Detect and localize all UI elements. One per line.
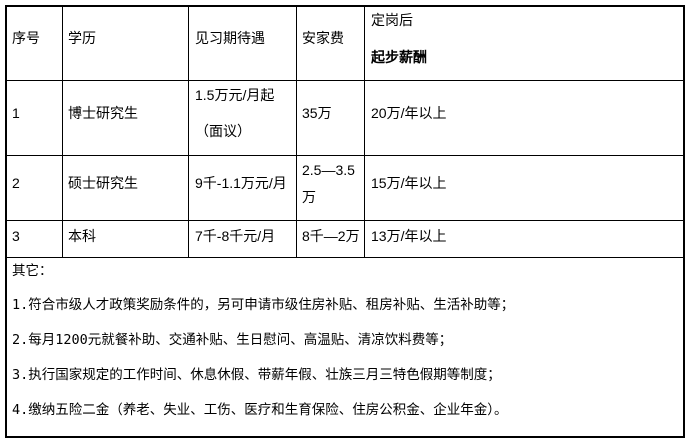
header-settlement: 安家费 [302, 30, 344, 46]
header-degree: 学历 [68, 30, 96, 46]
note-item: 3.执行国家规定的工作时间、休息休假、带薪年假、壮族三月三特色假期等制度； [12, 367, 501, 383]
column-divider [364, 7, 365, 257]
header-salary-line2: 起步薪酬 [371, 49, 427, 65]
cell-trainee-pay: 9千-1.1万元/月 [195, 175, 287, 191]
cell-settlement: 8千—2万 [302, 228, 360, 244]
cell-no: 1 [12, 105, 20, 121]
row-divider [7, 220, 683, 221]
benefits-table [5, 5, 685, 438]
cell-trainee-pay-note: （面议） [195, 123, 251, 139]
column-divider [188, 7, 189, 257]
cell-no: 2 [12, 175, 20, 191]
column-divider [62, 7, 63, 257]
header-salary-line1: 定岗后 [371, 12, 413, 28]
cell-trainee-pay: 7千-8千元/月 [195, 228, 276, 244]
cell-degree: 博士研究生 [68, 105, 138, 121]
cell-no: 3 [12, 228, 20, 244]
cell-salary: 20万/年以上 [371, 105, 447, 121]
row-divider [7, 155, 683, 156]
note-item: 4.缴纳五险二金（养老、失业、工伤、医疗和生育保险、住房公积金、企业年金）。 [12, 402, 508, 418]
cell-trainee-pay: 1.5万元/月起 [195, 87, 275, 103]
cell-settlement: 2.5—3.5 [302, 162, 355, 178]
row-divider [7, 257, 683, 258]
header-trainee-pay: 见习期待遇 [195, 30, 265, 46]
cell-settlement-unit: 万 [302, 189, 316, 205]
row-divider [7, 80, 683, 81]
note-item: 1.符合市级人才政策奖励条件的，另可申请市级住房补贴、租房补贴、生活补助等； [12, 297, 515, 313]
header-no: 序号 [12, 30, 40, 46]
note-item: 2.每月1200元就餐补助、交通补贴、生日慰问、高温贴、清凉饮料费等； [12, 332, 453, 348]
cell-degree: 硕士研究生 [68, 175, 138, 191]
notes-title: 其它： [12, 263, 53, 279]
cell-settlement: 35万 [302, 105, 332, 121]
cell-salary: 15万/年以上 [371, 175, 447, 191]
column-divider [296, 7, 297, 257]
cell-salary: 13万/年以上 [371, 228, 447, 244]
cell-degree: 本科 [68, 228, 96, 244]
